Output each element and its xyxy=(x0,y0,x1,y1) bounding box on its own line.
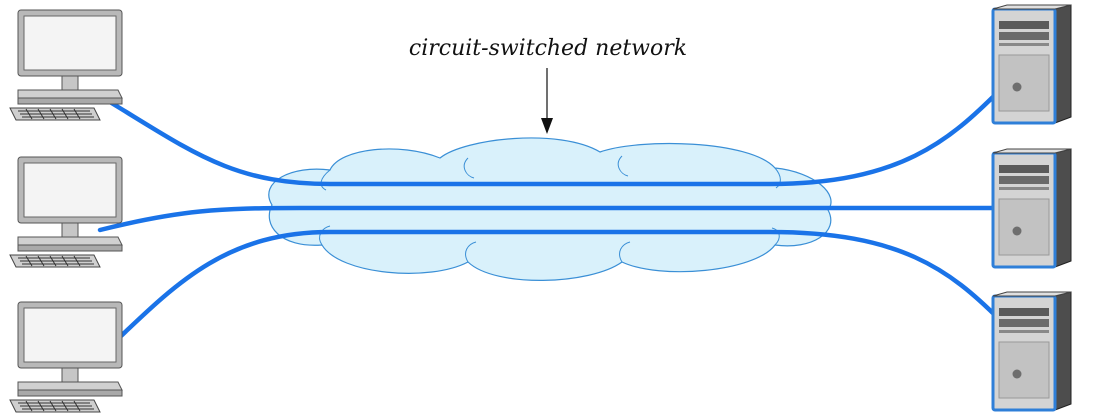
server-2 xyxy=(991,147,1073,269)
client-computer-3 xyxy=(9,301,123,413)
server-tower-icon xyxy=(991,290,1073,412)
circuit-link-3 xyxy=(97,229,1003,359)
server-tower-icon xyxy=(991,147,1073,269)
server-tower-icon xyxy=(991,3,1073,125)
desktop-computer-icon xyxy=(9,9,123,121)
client-computer-1 xyxy=(9,9,123,121)
desktop-computer-icon xyxy=(9,156,123,268)
circuit-link-1 xyxy=(97,87,1003,187)
circuit-links xyxy=(97,87,1003,359)
server-1 xyxy=(991,3,1073,125)
network-label: circuit-switched network xyxy=(409,36,687,61)
server-3 xyxy=(991,290,1073,412)
desktop-computer-icon xyxy=(9,301,123,413)
circuit-link-2 xyxy=(97,205,1003,233)
client-computer-2 xyxy=(9,156,123,268)
label-arrow xyxy=(541,68,553,134)
